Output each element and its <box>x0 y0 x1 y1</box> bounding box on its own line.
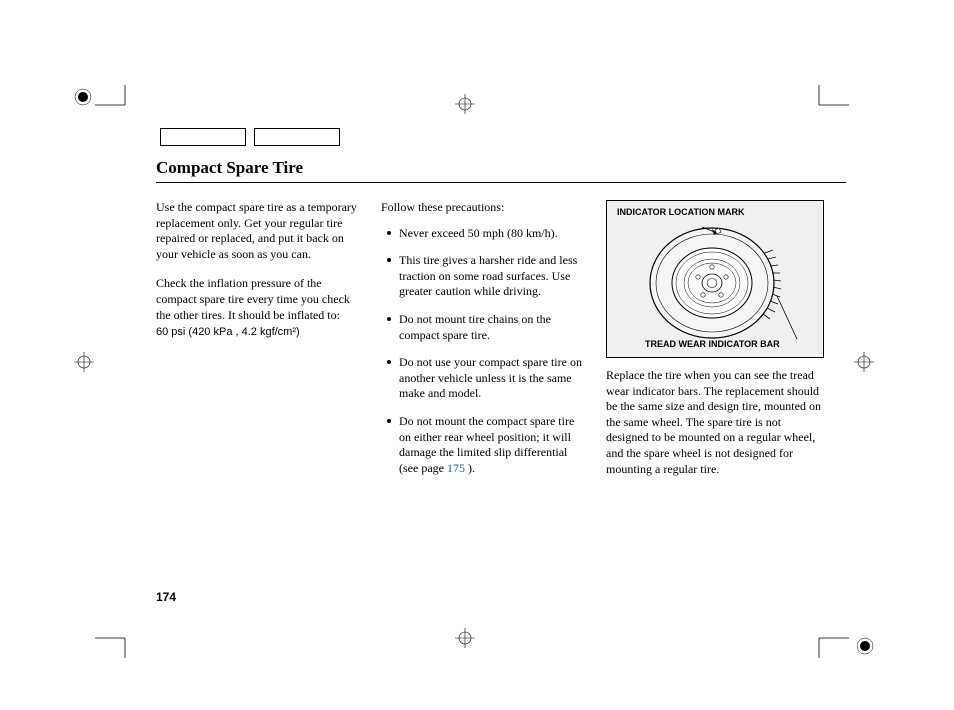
figure-label-bottom: TREAD WEAR INDICATOR BAR <box>645 339 780 351</box>
body-paragraph: Check the inflation pressure of the comp… <box>156 276 361 323</box>
precautions-intro: Follow these precautions: <box>381 200 586 216</box>
tab-box <box>254 128 340 146</box>
list-item: This tire gives a harsher ride and less … <box>391 253 586 300</box>
page-number: 174 <box>156 590 176 604</box>
registration-mark-tl <box>74 88 92 106</box>
column-1: Use the compact spare tire as a temporar… <box>156 200 361 491</box>
column-2: Follow these precautions: Never exceed 5… <box>381 200 586 491</box>
list-item-text: Do not mount the compact spare tire on e… <box>399 414 574 475</box>
list-item: Never exceed 50 mph (80 km/h). <box>391 226 586 242</box>
column-3: INDICATOR LOCATION MARK <box>606 200 826 491</box>
tire-figure: INDICATOR LOCATION MARK <box>606 200 824 358</box>
title-rule <box>156 182 846 183</box>
list-item: Do not mount the compact spare tire on e… <box>391 414 586 476</box>
tab-box <box>160 128 246 146</box>
title-area: Compact Spare Tire <box>156 158 846 183</box>
page-frame: Compact Spare Tire Use the compact spare… <box>98 100 846 632</box>
list-item: Do not mount tire chains on the compact … <box>391 312 586 343</box>
figure-label-top: INDICATOR LOCATION MARK <box>617 207 745 219</box>
page-link[interactable]: 175 <box>447 461 465 475</box>
crosshair-right <box>854 352 874 372</box>
body-paragraph: Use the compact spare tire as a temporar… <box>156 200 361 262</box>
tire-illustration <box>627 219 807 347</box>
pressure-spec: 60 psi (420 kPa , 4.2 kgf/cm²) <box>156 325 361 339</box>
header-tab-boxes <box>160 128 340 146</box>
body-paragraph: Replace the tire when you can see the tr… <box>606 368 826 477</box>
content-columns: Use the compact spare tire as a temporar… <box>156 200 846 491</box>
registration-mark-br <box>856 637 874 655</box>
list-item-text: ). <box>465 461 475 475</box>
precautions-list: Never exceed 50 mph (80 km/h). This tire… <box>381 226 586 477</box>
list-item: Do not use your compact spare tire on an… <box>391 355 586 402</box>
crosshair-left <box>74 352 94 372</box>
page-title: Compact Spare Tire <box>156 158 846 180</box>
